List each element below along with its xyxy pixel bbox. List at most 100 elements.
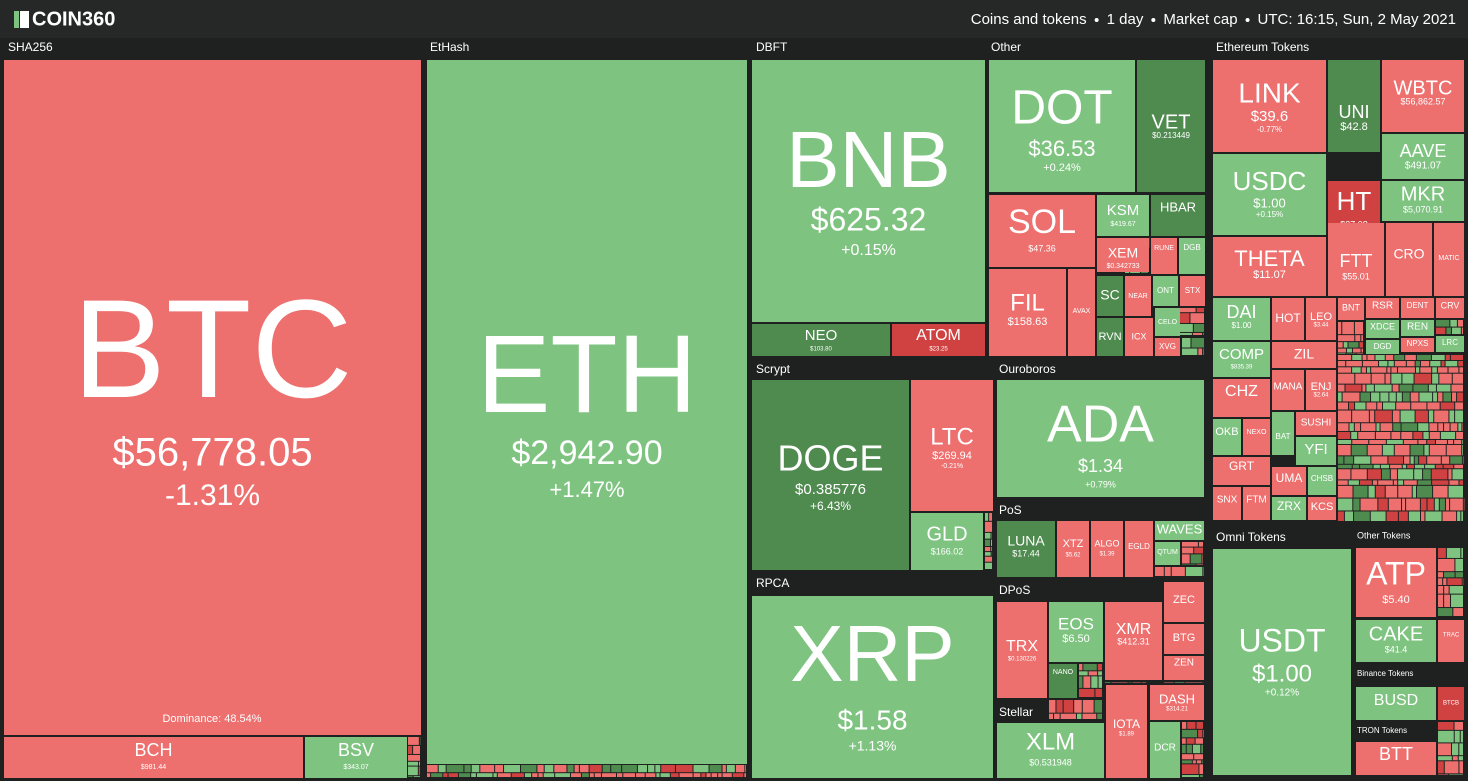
coin-tile[interactable] xyxy=(1386,223,1432,296)
coin-tile[interactable] xyxy=(1125,521,1153,577)
coin-tile[interactable] xyxy=(1366,298,1399,318)
coin-tile[interactable] xyxy=(4,737,303,778)
coin-tile[interactable] xyxy=(1179,238,1205,274)
coin-tile[interactable] xyxy=(752,380,909,570)
coin-tile[interactable] xyxy=(1434,223,1464,296)
small-tile xyxy=(1171,567,1185,576)
coin-tile[interactable] xyxy=(911,513,983,570)
coin-tile[interactable] xyxy=(1164,656,1204,680)
small-tile xyxy=(1394,444,1410,456)
coin-tile[interactable] xyxy=(1272,342,1336,368)
coin-tile[interactable] xyxy=(1272,467,1306,495)
coin-tile[interactable] xyxy=(911,380,993,511)
coin-tile[interactable] xyxy=(1125,276,1151,316)
coin-tile[interactable] xyxy=(1272,412,1294,455)
coin-tile[interactable] xyxy=(1213,298,1270,340)
coin-tile[interactable] xyxy=(1151,195,1205,236)
coin-tile[interactable] xyxy=(997,602,1047,698)
coin-tile[interactable] xyxy=(1155,338,1180,356)
coin-tile[interactable] xyxy=(989,195,1095,267)
coin-tile[interactable] xyxy=(1213,237,1326,296)
coin-tile[interactable] xyxy=(1438,620,1464,662)
coin-tile[interactable] xyxy=(1164,582,1204,622)
coin-tile[interactable] xyxy=(989,269,1066,356)
coin-tile[interactable] xyxy=(1436,336,1464,352)
coin-tile[interactable] xyxy=(1213,457,1270,485)
coin-tile[interactable] xyxy=(997,521,1055,577)
coin-tile[interactable] xyxy=(1401,338,1434,352)
coin-tile[interactable] xyxy=(752,596,993,778)
coin-tile[interactable] xyxy=(1382,181,1464,221)
coin-tile[interactable] xyxy=(1356,548,1436,617)
coin-tile[interactable] xyxy=(1308,497,1336,520)
coin-tile[interactable] xyxy=(1296,412,1336,435)
coin-tile[interactable] xyxy=(1401,298,1434,318)
coin-tile[interactable] xyxy=(1091,521,1123,577)
small-tile xyxy=(1446,444,1462,456)
coin-tile[interactable] xyxy=(1243,487,1270,520)
coin-tile[interactable] xyxy=(892,324,985,356)
coin-tile[interactable] xyxy=(1338,298,1364,320)
coin-tile[interactable] xyxy=(1308,467,1336,495)
coin-tile[interactable] xyxy=(1272,298,1304,340)
coin-tile[interactable] xyxy=(1213,60,1326,152)
coin-tile[interactable] xyxy=(1164,624,1204,654)
coin-tile[interactable] xyxy=(1125,318,1153,356)
coin-tile[interactable] xyxy=(1049,664,1077,698)
coin-tile[interactable] xyxy=(1401,320,1434,336)
coin-tile[interactable] xyxy=(1105,602,1162,680)
coin-tile[interactable] xyxy=(752,60,985,322)
coin-tile[interactable] xyxy=(1213,549,1351,775)
coin-tile[interactable] xyxy=(1356,620,1436,662)
coin-tile[interactable] xyxy=(1366,320,1399,338)
coin-tile[interactable] xyxy=(1155,542,1180,565)
logo-icon xyxy=(14,11,19,28)
coin-tile[interactable] xyxy=(1366,340,1399,354)
coin-tile[interactable] xyxy=(1272,497,1306,520)
coin-tile[interactable] xyxy=(1306,370,1336,410)
coin-tile[interactable] xyxy=(997,380,1204,497)
coin-tile[interactable] xyxy=(1155,308,1180,336)
coin-tile[interactable] xyxy=(1057,521,1089,577)
coin-tile[interactable] xyxy=(997,723,1104,778)
coin-tile[interactable] xyxy=(1097,195,1149,236)
coin-tile[interactable] xyxy=(1151,238,1177,274)
logo[interactable]: COIN360 xyxy=(32,8,115,30)
coin-tile[interactable] xyxy=(1137,60,1205,192)
coin-tile[interactable] xyxy=(427,60,747,764)
coin-tile[interactable] xyxy=(752,324,890,356)
coin-tile[interactable] xyxy=(1243,419,1270,455)
coin-tile[interactable] xyxy=(1213,379,1270,417)
coin-tile[interactable] xyxy=(1097,238,1149,272)
coin-tile[interactable] xyxy=(1382,134,1464,179)
coin-tile[interactable] xyxy=(1272,370,1304,410)
coin-tile[interactable] xyxy=(1382,60,1464,132)
coin-tile[interactable] xyxy=(1049,602,1103,662)
coin-tile[interactable] xyxy=(1328,223,1384,296)
coin-tile[interactable] xyxy=(1213,342,1270,377)
coin-tile[interactable] xyxy=(1097,318,1123,356)
small-tile xyxy=(623,773,636,777)
coin-tile[interactable] xyxy=(1106,685,1147,778)
coin-tile[interactable] xyxy=(1436,298,1464,318)
coin-tile[interactable] xyxy=(1097,276,1123,316)
coin-tile[interactable] xyxy=(305,737,407,778)
coin-tile[interactable] xyxy=(1068,269,1095,356)
coin-tile[interactable] xyxy=(1438,687,1464,720)
coin-tile[interactable] xyxy=(1155,521,1204,540)
coin-tile[interactable] xyxy=(1306,298,1336,340)
coin-tile[interactable] xyxy=(1213,154,1326,235)
coin-tile[interactable] xyxy=(1150,722,1180,778)
coin-tile[interactable] xyxy=(4,60,421,735)
coin-tile[interactable] xyxy=(989,60,1135,192)
coin-tile[interactable] xyxy=(1213,419,1241,455)
coin-tile[interactable] xyxy=(1296,437,1336,465)
coin-tile[interactable] xyxy=(1328,60,1380,152)
coin-symbol: ATP xyxy=(1366,555,1426,591)
coin-tile[interactable] xyxy=(1356,687,1436,720)
coin-tile[interactable] xyxy=(1180,276,1205,306)
coin-tile[interactable] xyxy=(1213,487,1241,520)
coin-tile[interactable] xyxy=(1153,276,1178,306)
coin-tile[interactable] xyxy=(1150,685,1204,720)
coin-tile[interactable] xyxy=(1356,742,1436,775)
